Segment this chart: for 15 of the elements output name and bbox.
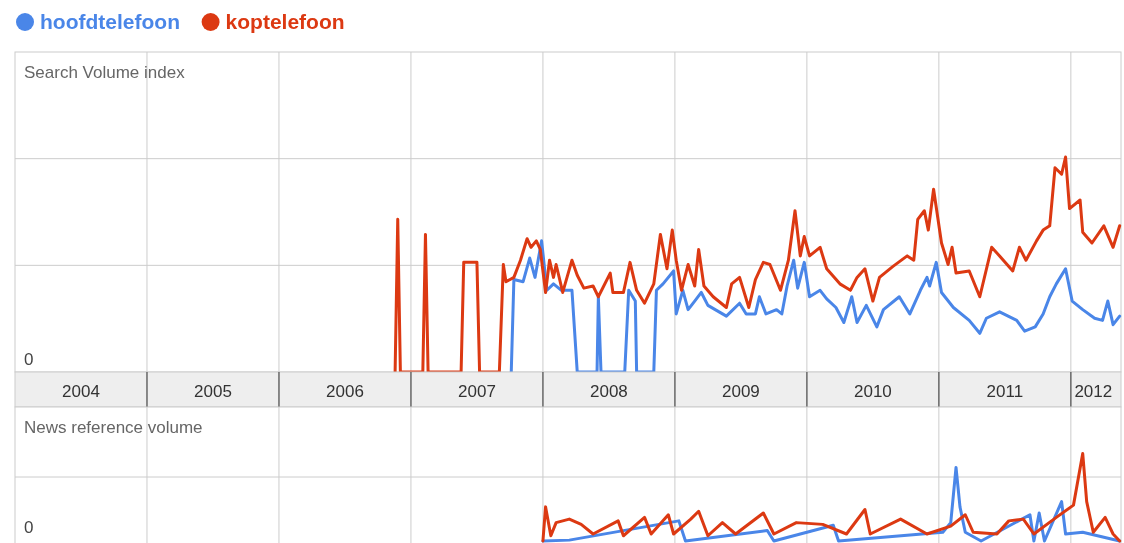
x-tick-label: 2005: [194, 382, 232, 401]
annotation: 0: [24, 518, 34, 537]
x-tick-label: 2009: [721, 382, 760, 401]
x-tick-label: 2012: [1074, 382, 1113, 401]
legend-label: koptelefoon: [225, 10, 345, 33]
x-tick-label: 2008: [590, 382, 628, 401]
y-axis-title: Search Volume index: [24, 63, 186, 82]
x-tick-label: 2010: [853, 382, 892, 401]
y-axis-title: News reference volume: [24, 418, 203, 437]
x-tick-label: 2004: [62, 382, 100, 401]
annotation: 0: [24, 350, 34, 369]
legend-label: hoofdtelefoon: [40, 10, 180, 33]
x-tick-label: 2006: [326, 382, 364, 401]
x-tick-label: 2011: [986, 382, 1024, 401]
x-tick-label: 2007: [458, 382, 496, 401]
